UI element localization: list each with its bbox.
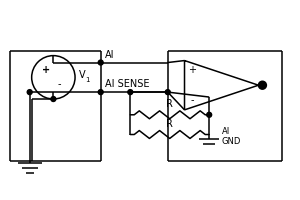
- Circle shape: [128, 90, 133, 95]
- Text: AI SENSE: AI SENSE: [105, 79, 149, 89]
- Circle shape: [27, 90, 32, 95]
- Text: +: +: [188, 65, 196, 75]
- Text: R: R: [166, 99, 173, 109]
- Circle shape: [98, 60, 103, 65]
- Circle shape: [51, 97, 56, 101]
- Text: AI
GND: AI GND: [222, 127, 242, 146]
- Text: 1: 1: [85, 77, 89, 83]
- Text: R: R: [166, 119, 173, 129]
- Circle shape: [98, 90, 103, 95]
- Text: -: -: [191, 95, 194, 105]
- Text: V: V: [79, 70, 86, 80]
- Text: -: -: [58, 79, 61, 89]
- Text: AI: AI: [105, 50, 114, 60]
- Text: +: +: [42, 65, 50, 75]
- Circle shape: [165, 90, 170, 95]
- Circle shape: [259, 81, 266, 89]
- Circle shape: [207, 112, 212, 117]
